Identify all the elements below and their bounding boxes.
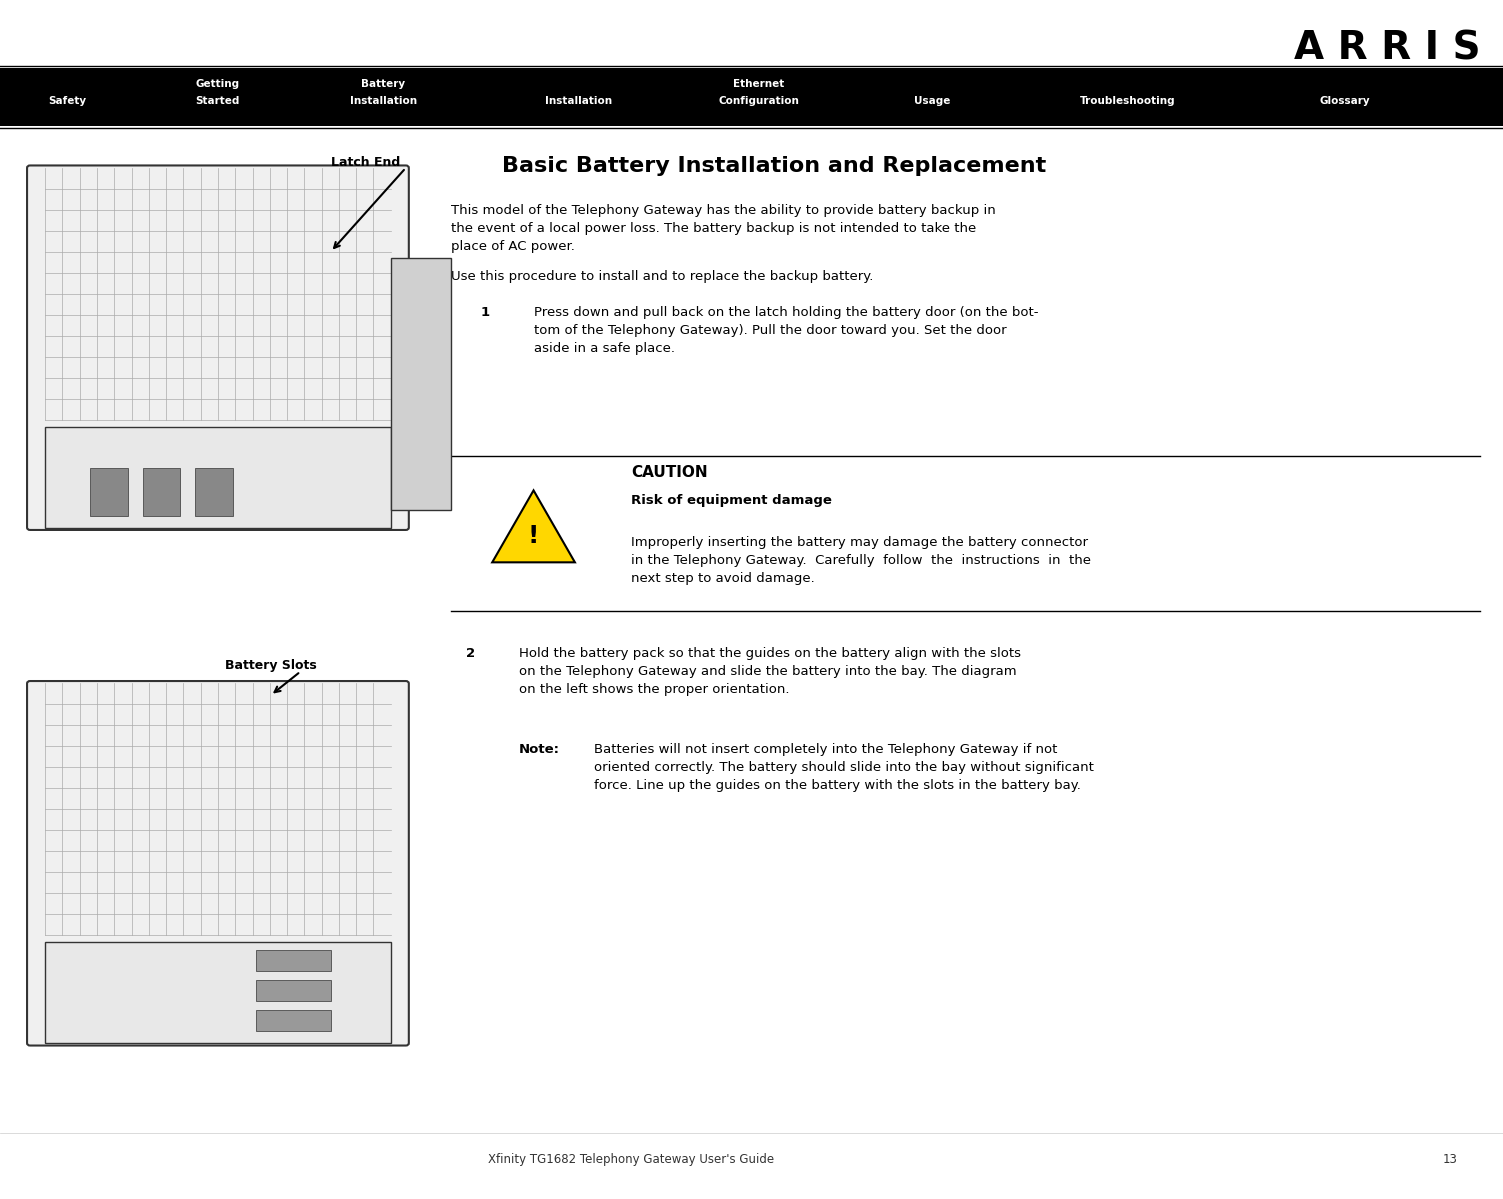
Bar	[256, 950, 331, 971]
Polygon shape	[491, 490, 574, 562]
Text: Battery Guides: Battery Guides	[180, 1013, 286, 1026]
Bar	[45, 427, 391, 528]
Text: Xfinity TG1682 Telephony Gateway User's Guide: Xfinity TG1682 Telephony Gateway User's …	[488, 1153, 774, 1167]
Text: Press down and pull back on the latch holding the battery door (on the bot-
tom : Press down and pull back on the latch ho…	[534, 306, 1039, 355]
Text: Started: Started	[195, 96, 240, 106]
Bar	[90, 468, 128, 516]
Text: Note:: Note:	[519, 743, 559, 757]
Bar	[195, 468, 233, 516]
Bar	[45, 942, 391, 1043]
Text: Hold the battery pack so that the guides on the battery align with the slots
on : Hold the battery pack so that the guides…	[519, 647, 1021, 697]
Text: Basic Battery Installation and Replacement: Basic Battery Installation and Replaceme…	[502, 156, 1046, 176]
Text: Glossary: Glossary	[1320, 96, 1371, 106]
Text: !: !	[528, 524, 540, 548]
Text: Batteries will not insert completely into the Telephony Gateway if not
oriented : Batteries will not insert completely int…	[594, 743, 1094, 793]
Text: Latch End: Latch End	[331, 156, 400, 169]
Bar	[256, 1010, 331, 1031]
Text: CAUTION: CAUTION	[631, 465, 708, 481]
Text: Configuration: Configuration	[718, 96, 800, 106]
FancyBboxPatch shape	[27, 165, 409, 530]
Text: 13: 13	[1443, 1153, 1458, 1167]
Text: Safety: Safety	[48, 96, 87, 106]
Text: Risk of equipment damage: Risk of equipment damage	[631, 494, 833, 507]
FancyBboxPatch shape	[27, 681, 409, 1046]
Bar	[391, 258, 451, 510]
FancyBboxPatch shape	[0, 68, 1503, 126]
Bar	[143, 468, 180, 516]
Text: Getting: Getting	[195, 79, 240, 89]
Text: Use this procedure to install and to replace the backup battery.: Use this procedure to install and to rep…	[451, 270, 873, 283]
Text: A R R I S: A R R I S	[1294, 30, 1480, 68]
Text: 2: 2	[466, 647, 475, 661]
Text: This model of the Telephony Gateway has the ability to provide battery backup in: This model of the Telephony Gateway has …	[451, 204, 995, 253]
Text: Usage: Usage	[914, 96, 950, 106]
Text: 1: 1	[481, 306, 490, 319]
Text: Troubleshooting: Troubleshooting	[1079, 96, 1175, 106]
Text: Improperly inserting the battery may damage the battery connector
in the Telepho: Improperly inserting the battery may dam…	[631, 536, 1091, 585]
Text: Battery: Battery	[361, 79, 406, 89]
Text: Installation: Installation	[350, 96, 416, 106]
Text: Installation: Installation	[546, 96, 612, 106]
Bar	[256, 980, 331, 1001]
Text: Ethernet: Ethernet	[733, 79, 785, 89]
Text: Battery Slots: Battery Slots	[225, 659, 317, 673]
